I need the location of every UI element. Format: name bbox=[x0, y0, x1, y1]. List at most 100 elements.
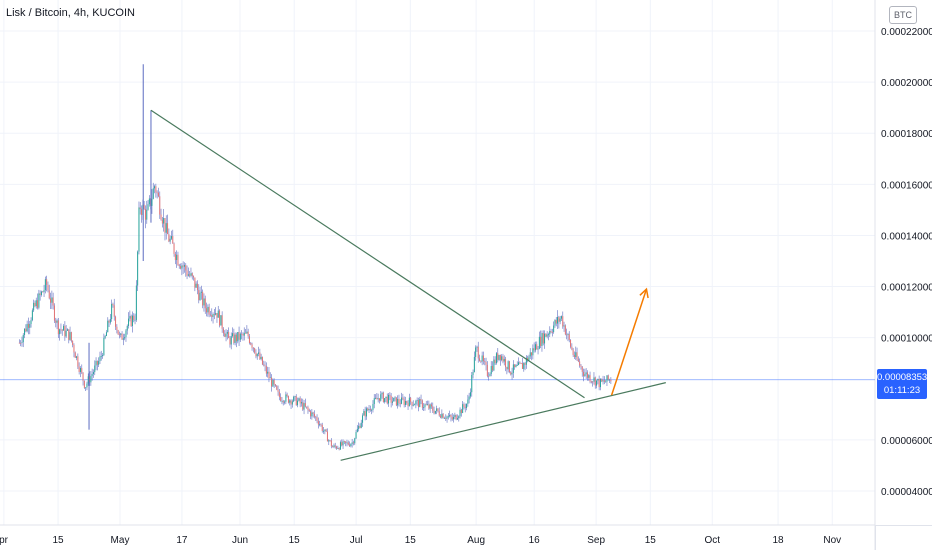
candle-body bbox=[384, 398, 386, 402]
candle-body bbox=[570, 339, 572, 347]
candle-body bbox=[69, 332, 71, 340]
currency-badge[interactable]: BTC bbox=[889, 6, 917, 24]
y-tick-label: 0.00014000 bbox=[881, 231, 932, 242]
candle-body bbox=[532, 348, 534, 356]
candle-body bbox=[502, 356, 504, 362]
candle-body bbox=[479, 358, 481, 361]
candle-body bbox=[115, 316, 117, 327]
candle-body bbox=[178, 265, 180, 267]
candle-body bbox=[199, 292, 201, 301]
candle-body bbox=[566, 334, 568, 336]
candle-body bbox=[362, 415, 364, 423]
candle-body bbox=[493, 359, 495, 371]
candle-body bbox=[56, 320, 58, 323]
candle-body bbox=[406, 401, 408, 403]
candle-body bbox=[287, 396, 289, 403]
candle-body bbox=[347, 442, 349, 445]
candle-body bbox=[312, 412, 314, 414]
candle-body bbox=[419, 399, 421, 408]
candle-body bbox=[143, 204, 145, 210]
candle-body bbox=[407, 402, 409, 407]
axis-corner bbox=[875, 525, 932, 550]
y-tick-label: 0.00006000 bbox=[881, 436, 932, 447]
candle-body bbox=[221, 315, 223, 329]
y-tick-label: 0.00022000 bbox=[881, 27, 932, 38]
candle-body bbox=[453, 416, 455, 420]
candle-body bbox=[255, 352, 257, 357]
candle-body bbox=[398, 398, 400, 403]
candle-body bbox=[173, 243, 175, 254]
candle-body bbox=[557, 316, 559, 324]
candle-body bbox=[118, 334, 120, 336]
candle-body bbox=[537, 348, 539, 350]
candle-body bbox=[135, 285, 137, 320]
candle-body bbox=[515, 365, 517, 368]
candle-body bbox=[352, 442, 354, 444]
candle-body bbox=[598, 378, 600, 388]
candle-body bbox=[534, 344, 536, 351]
candle-body bbox=[411, 401, 413, 406]
candle-body bbox=[605, 381, 607, 383]
candle-body bbox=[482, 355, 484, 362]
candle-body bbox=[79, 368, 81, 372]
candle-body bbox=[68, 329, 70, 340]
candle-body bbox=[228, 331, 230, 339]
candle-body bbox=[467, 399, 469, 404]
candle-body bbox=[528, 356, 530, 361]
candle-body bbox=[308, 409, 310, 412]
candle-body bbox=[416, 400, 418, 402]
candle-body bbox=[53, 305, 55, 321]
candle-body bbox=[252, 347, 254, 349]
candle-body bbox=[313, 413, 315, 417]
candle-body bbox=[286, 394, 288, 397]
candle-body bbox=[250, 342, 252, 345]
candle-body bbox=[269, 377, 271, 379]
candle-body bbox=[50, 298, 52, 303]
candle-body bbox=[583, 371, 585, 376]
candle-body bbox=[105, 332, 107, 337]
candle-body bbox=[51, 297, 53, 303]
candle-body bbox=[260, 356, 262, 360]
candle-body bbox=[226, 331, 228, 334]
x-tick-label: Aug bbox=[467, 535, 485, 546]
candle-body bbox=[294, 396, 296, 397]
candle-body bbox=[334, 445, 336, 447]
candle-body bbox=[57, 320, 59, 335]
candle-body bbox=[454, 414, 456, 417]
candle-body bbox=[211, 315, 213, 317]
candle-body bbox=[298, 398, 300, 401]
x-tick-label: Oct bbox=[704, 535, 720, 546]
candle-body bbox=[144, 209, 146, 220]
candle-body bbox=[324, 429, 326, 431]
candle-body bbox=[339, 442, 341, 450]
candle-body bbox=[320, 424, 322, 426]
x-tick-label: 17 bbox=[176, 535, 188, 546]
candle-body bbox=[545, 333, 547, 337]
candle-body bbox=[157, 192, 159, 197]
candle-body bbox=[64, 325, 66, 337]
symbol-title[interactable]: Lisk / Bitcoin, 4h, KUCOIN bbox=[6, 7, 135, 19]
candle-body bbox=[562, 316, 564, 327]
candle-body bbox=[391, 401, 393, 403]
candle-body bbox=[497, 353, 499, 360]
candle-body bbox=[208, 306, 210, 315]
candle-body bbox=[147, 204, 149, 210]
candle-body bbox=[514, 364, 516, 368]
candle-body bbox=[445, 418, 447, 419]
candle-body bbox=[160, 214, 162, 220]
candle-body bbox=[280, 396, 282, 401]
candle-body bbox=[92, 372, 94, 374]
candle-body bbox=[264, 365, 266, 367]
candle-body bbox=[456, 418, 458, 420]
candle-body bbox=[65, 330, 67, 337]
candle-body bbox=[203, 298, 205, 306]
candle-body bbox=[429, 404, 431, 409]
candle-body bbox=[372, 404, 374, 410]
candle-body bbox=[234, 334, 236, 343]
candle-body bbox=[490, 366, 492, 374]
candle-body bbox=[138, 207, 140, 252]
candle-body bbox=[389, 394, 391, 396]
candle-body bbox=[354, 438, 356, 444]
